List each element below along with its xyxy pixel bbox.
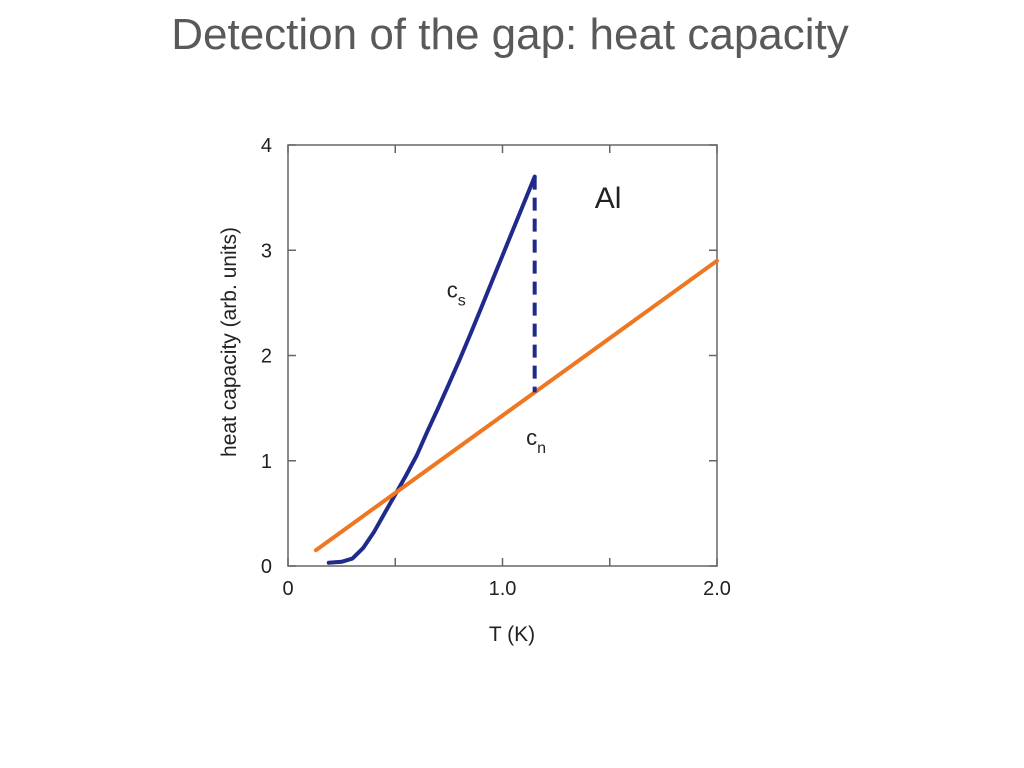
y-tick-label: 0 bbox=[261, 556, 272, 578]
slide-title: Detection of the gap: heat capacity bbox=[171, 10, 849, 59]
y-tick-label: 4 bbox=[261, 135, 272, 157]
series-cs-line bbox=[326, 174, 537, 565]
y-axis-label: heat capacity (arb. units) bbox=[218, 227, 241, 457]
x-tick-label: 1.0 bbox=[489, 578, 517, 600]
axis-ticks bbox=[287, 144, 718, 567]
y-tick-label: 3 bbox=[261, 240, 272, 262]
y-tick-label: 2 bbox=[261, 346, 272, 368]
material-label: Al bbox=[595, 182, 622, 215]
series-label-n: cn bbox=[526, 425, 546, 457]
y-tick-label: 1 bbox=[261, 451, 272, 473]
series-label-s: cs bbox=[447, 278, 466, 310]
x-axis-label: T (K) bbox=[489, 623, 535, 646]
plot-frame bbox=[287, 144, 718, 567]
tick-labels: 0 1.0 2.0 0 1 2 3 4 bbox=[261, 135, 731, 600]
series-lines bbox=[313, 174, 719, 565]
x-tick-label: 0 bbox=[282, 578, 293, 600]
x-tick-label: 2.0 bbox=[703, 578, 731, 600]
series-cn-line bbox=[313, 258, 719, 553]
annotations: Al cs cn bbox=[447, 182, 622, 457]
